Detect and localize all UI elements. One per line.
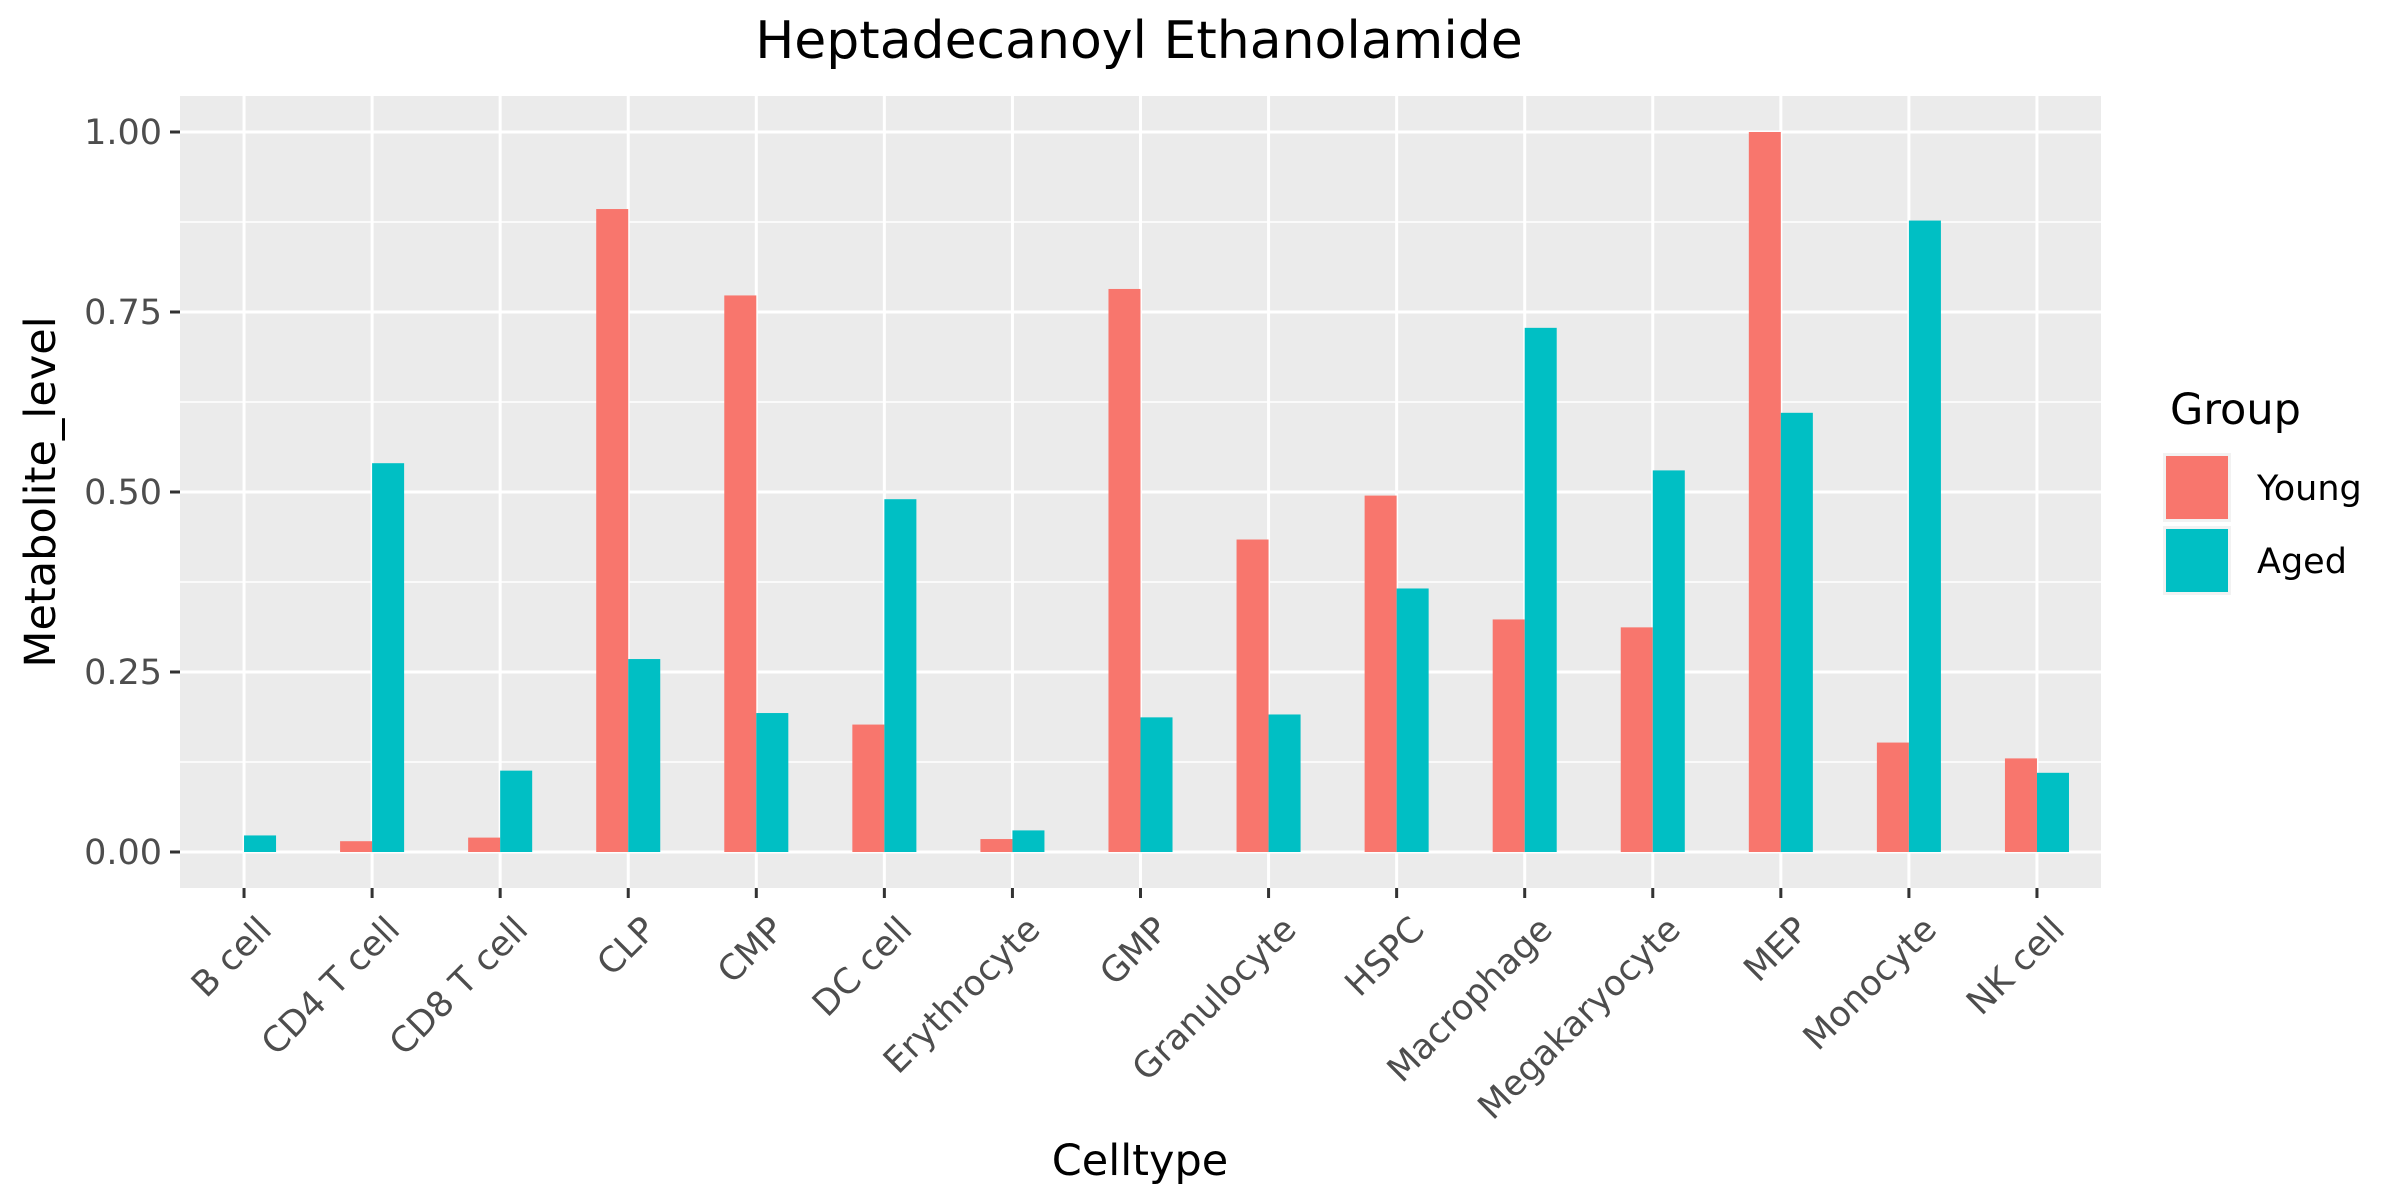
legend-label-young: Young [2256,469,2362,509]
legend-swatch-young [2166,456,2228,519]
bar-aged-7 [1140,717,1173,852]
bar-aged-1 [372,463,405,852]
x-tick-label: CD8 T cell [382,910,536,1064]
bar-young-12 [1748,132,1781,852]
bar-young-8 [1236,539,1269,852]
bar-aged-12 [1780,412,1813,852]
bar-aged-8 [1268,714,1301,852]
x-tick-label: Monocyte [1796,910,1945,1059]
x-tick-label: HSPC [1338,910,1433,1005]
x-tick-label: NK cell [1959,910,2072,1023]
bars [244,132,2069,853]
y-axis: 0.00 0.25 0.50 0.75 1.00 [84,113,180,873]
legend-title: Group [2170,385,2301,435]
bar-young-13 [1876,742,1909,852]
bar-young-1 [340,841,373,852]
bar-young-14 [2004,758,2037,852]
bar-aged-11 [1652,470,1685,852]
bar-aged-4 [756,713,789,852]
y-tick-label: 0.00 [84,833,162,873]
bar-aged-14 [2036,772,2069,852]
bar-aged-3 [628,659,661,852]
bar-young-6 [980,839,1013,852]
x-tick-label: CLP [590,910,664,984]
bar-young-5 [852,724,885,852]
chart-title: Heptadecanoyl Ethanolamide [755,11,1523,71]
y-tick-label: 0.25 [84,653,162,693]
bar-young-7 [1108,288,1141,853]
bar-aged-5 [884,499,917,852]
bar-aged-13 [1908,220,1941,852]
bar-aged-2 [500,770,533,852]
y-tick-label: 0.50 [84,473,162,513]
x-tick-label: MEP [1737,910,1817,990]
legend-swatch-aged [2166,529,2228,592]
bar-young-3 [596,209,629,853]
legend-label-aged: Aged [2257,542,2347,582]
bar-young-2 [468,837,501,852]
bar-young-4 [724,295,757,852]
bar-young-9 [1364,495,1397,852]
y-tick-label: 1.00 [84,113,162,153]
x-tick-label: CD4 T cell [254,910,408,1064]
bar-aged-9 [1396,588,1429,852]
bar-aged-10 [1524,327,1557,853]
x-tick-label: GMP [1093,910,1177,994]
x-axis-title: Celltype [1052,1136,1228,1186]
bar-young-11 [1620,627,1653,852]
bar-aged-0 [244,835,277,852]
bar-young-10 [1492,619,1525,852]
x-tick-label: CMP [710,910,792,992]
x-tick-label: B cell [184,910,280,1006]
y-tick-label: 0.75 [84,293,162,333]
legend: Group Young Aged [2163,385,2362,595]
bar-aged-6 [1012,830,1045,852]
x-tick-label: DC cell [805,910,920,1025]
y-axis-title: Metabolite_level [16,316,66,667]
